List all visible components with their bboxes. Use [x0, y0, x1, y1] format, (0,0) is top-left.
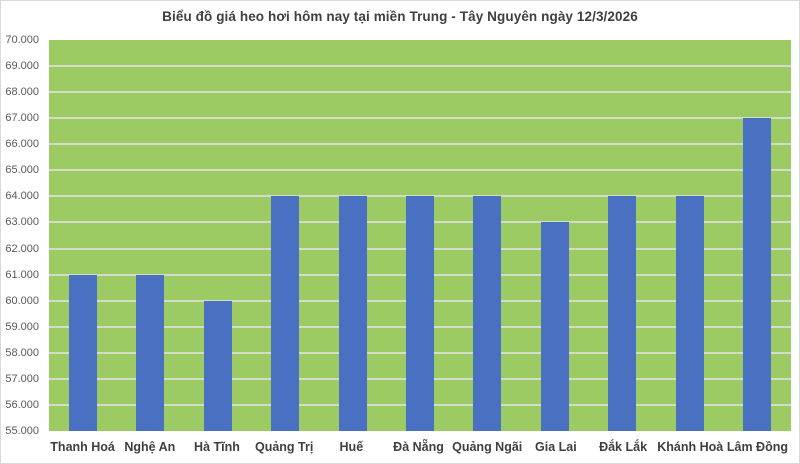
- x-axis-tick-label: Gia Lai: [535, 440, 577, 454]
- bar-slot: [454, 40, 521, 431]
- y-axis-tick-label: 59.000: [5, 320, 39, 333]
- bar-slot: [521, 40, 588, 431]
- bar: [473, 196, 502, 431]
- bar-series: [49, 40, 791, 431]
- bar: [540, 222, 569, 431]
- y-axis-tick-label: 61.000: [5, 268, 39, 281]
- bar-slot: [656, 40, 723, 431]
- y-axis-tick-label: 60.000: [5, 294, 39, 307]
- bar-slot: [184, 40, 251, 431]
- y-axis-tick-label: 63.000: [5, 216, 39, 229]
- y-axis-tick-label: 55.000: [5, 425, 39, 437]
- plot-area: [49, 40, 791, 431]
- bar: [68, 274, 97, 431]
- y-axis-tick-label: 70.000: [5, 34, 39, 46]
- x-axis-tick-label: Đắk Lắk: [599, 440, 648, 454]
- y-axis-tick-label: 62.000: [5, 242, 39, 255]
- bar: [203, 300, 232, 431]
- bar: [743, 118, 772, 431]
- gridline: [49, 91, 791, 94]
- bar: [271, 196, 300, 431]
- y-axis-labels: 70.000 69.000 68.000 67.000 66.000 65.000 64.0…: [1, 34, 43, 437]
- bar-slot: [319, 40, 386, 431]
- gridline: [49, 195, 791, 198]
- x-axis-tick-label: Huế: [339, 440, 364, 454]
- gridline: [49, 143, 791, 146]
- y-axis-tick-label: 57.000: [5, 372, 39, 385]
- gridline: [49, 117, 791, 120]
- y-axis-tick-label: 58.000: [5, 346, 39, 359]
- bar: [675, 196, 704, 431]
- bar-slot: [49, 40, 116, 431]
- bar-slot: [724, 40, 791, 431]
- gridline: [49, 65, 791, 68]
- y-axis-tick-label: 56.000: [5, 398, 39, 411]
- chart-title: Biểu đồ giá heo hơi hôm nay tại miền Tru…: [162, 9, 638, 24]
- bar: [338, 196, 367, 431]
- x-axis-tick-label: Đà Nẵng: [393, 440, 444, 454]
- bar: [405, 196, 434, 431]
- x-axis-tick-label: Hà Tĩnh: [194, 440, 240, 454]
- bar-slot: [116, 40, 183, 431]
- x-axis-tick-label: Thanh Hoá: [50, 440, 115, 454]
- y-axis-tick-label: 65.000: [5, 164, 39, 177]
- x-axis-tick-label: Quảng Trị: [254, 440, 314, 454]
- y-axis-tick-label: 69.000: [5, 60, 39, 73]
- bar-slot: [386, 40, 453, 431]
- bar: [608, 196, 637, 431]
- y-axis-tick-label: 66.000: [5, 138, 39, 151]
- x-axis-tick-label: Lâm Đồng: [726, 440, 788, 454]
- y-axis-tick-label: 64.000: [5, 190, 39, 203]
- x-axis-tick-label: Quảng Ngãi: [452, 440, 523, 454]
- bar-slot: [251, 40, 318, 431]
- y-axis-tick-label: 68.000: [5, 86, 39, 99]
- gridline: [49, 169, 791, 172]
- y-axis-tick-label: 67.000: [5, 112, 39, 125]
- x-axis-tick-label: Nghệ An: [124, 440, 176, 454]
- x-axis-labels: Thanh Hoá Nghệ An Hà Tĩnh Quảng Trị Huế Đà Nẵ…: [49, 435, 791, 459]
- x-axis-tick-label: Khánh Hoà: [657, 440, 724, 454]
- bar-slot: [589, 40, 656, 431]
- bar: [136, 274, 165, 431]
